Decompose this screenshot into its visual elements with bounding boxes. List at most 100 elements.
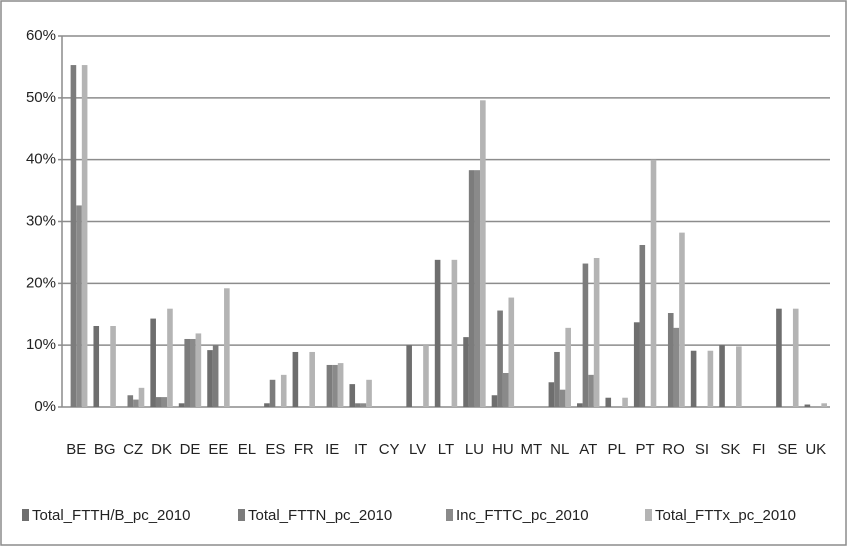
- bar: [309, 351, 315, 407]
- bar: [326, 364, 333, 407]
- bar: [150, 318, 156, 407]
- bar: [593, 257, 600, 407]
- legend-swatch: [446, 509, 453, 521]
- x-tick-label: EL: [238, 441, 256, 458]
- bar: [195, 333, 202, 407]
- x-tick-label: BG: [94, 441, 116, 458]
- bar: [673, 327, 680, 407]
- bar: [736, 346, 742, 407]
- bar: [360, 403, 367, 407]
- bar: [366, 379, 372, 407]
- x-tick-label: DK: [151, 441, 172, 458]
- x-tick-label: CY: [379, 441, 400, 458]
- bar: [480, 100, 486, 407]
- bar: [110, 325, 116, 407]
- x-tick-label: BE: [66, 441, 86, 458]
- x-tick-label: LT: [438, 441, 454, 458]
- x-tick-label: DE: [180, 441, 201, 458]
- bar: [605, 397, 612, 407]
- bar: [776, 308, 782, 407]
- x-tick-label: AT: [579, 441, 597, 458]
- x-tick-label: SI: [695, 441, 709, 458]
- bar: [93, 325, 100, 407]
- legend-label: Total_FTTx_pc_2010: [655, 507, 796, 524]
- x-tick-label: HU: [492, 441, 514, 458]
- bar: [127, 395, 134, 407]
- bar: [804, 404, 811, 407]
- bar: [337, 363, 344, 407]
- y-tick-label: 60%: [26, 27, 56, 44]
- bar: [451, 259, 458, 407]
- bar: [70, 65, 77, 407]
- legend-swatch: [645, 509, 652, 521]
- y-tick-label: 20%: [26, 274, 56, 291]
- bar: [161, 397, 168, 407]
- bar: [81, 65, 88, 407]
- x-tick-label: IT: [354, 441, 367, 458]
- bar: [548, 382, 555, 407]
- bar: [280, 374, 287, 407]
- bar: [463, 337, 469, 407]
- bar: [502, 372, 509, 407]
- bar: [497, 310, 503, 407]
- bar: [178, 403, 185, 407]
- bar: [588, 374, 594, 407]
- bar: [269, 379, 276, 407]
- bar: [76, 205, 82, 407]
- bar: [167, 308, 173, 407]
- bar: [468, 170, 475, 407]
- legend-label: Inc_FTTC_pc_2010: [456, 507, 589, 524]
- bar: [554, 351, 560, 407]
- bar: [491, 395, 498, 407]
- bar: [633, 322, 640, 407]
- bar: [577, 403, 583, 407]
- x-tick-label: NL: [550, 441, 569, 458]
- x-tick-label: SK: [720, 441, 740, 458]
- bar: [138, 387, 145, 407]
- x-tick-label: CZ: [123, 441, 143, 458]
- x-tick-label: PL: [607, 441, 625, 458]
- bar: [639, 244, 646, 407]
- x-tick-label: LU: [465, 441, 484, 458]
- bar: [224, 288, 230, 407]
- bar: [650, 159, 657, 407]
- bar: [667, 313, 674, 407]
- bar: [690, 350, 697, 407]
- legend-swatch: [238, 509, 245, 521]
- bar: [821, 403, 827, 407]
- x-tick-label: RO: [662, 441, 685, 458]
- bar: [264, 403, 270, 407]
- y-tick-label: 40%: [26, 151, 56, 168]
- legend-swatch: [22, 509, 29, 521]
- bar: [190, 338, 196, 407]
- bar: [679, 232, 685, 407]
- x-tick-label: FR: [294, 441, 314, 458]
- y-tick-label: 50%: [26, 89, 56, 106]
- x-tick-label: ES: [265, 441, 285, 458]
- bar: [719, 345, 725, 407]
- x-tick-label: IE: [325, 441, 339, 458]
- y-tick-label: 30%: [26, 212, 56, 229]
- x-tick-label: LV: [409, 441, 426, 458]
- bar: [792, 308, 799, 407]
- bar: [707, 350, 714, 407]
- bar: [508, 297, 515, 407]
- bar: [133, 399, 139, 407]
- bar: [406, 345, 412, 407]
- bar: [212, 345, 219, 407]
- legend-label: Total_FTTH/B_pc_2010: [32, 507, 190, 524]
- bar: [559, 389, 566, 407]
- x-tick-label: UK: [805, 441, 826, 458]
- bar: [155, 397, 162, 407]
- bar: [622, 397, 628, 407]
- bar: [423, 345, 429, 407]
- legend-label: Total_FTTN_pc_2010: [248, 507, 392, 524]
- x-tick-label: PT: [636, 441, 655, 458]
- bar: [582, 263, 589, 407]
- bar: [207, 350, 213, 407]
- bar: [355, 403, 361, 407]
- bar: [332, 364, 338, 407]
- x-tick-label: FI: [752, 441, 765, 458]
